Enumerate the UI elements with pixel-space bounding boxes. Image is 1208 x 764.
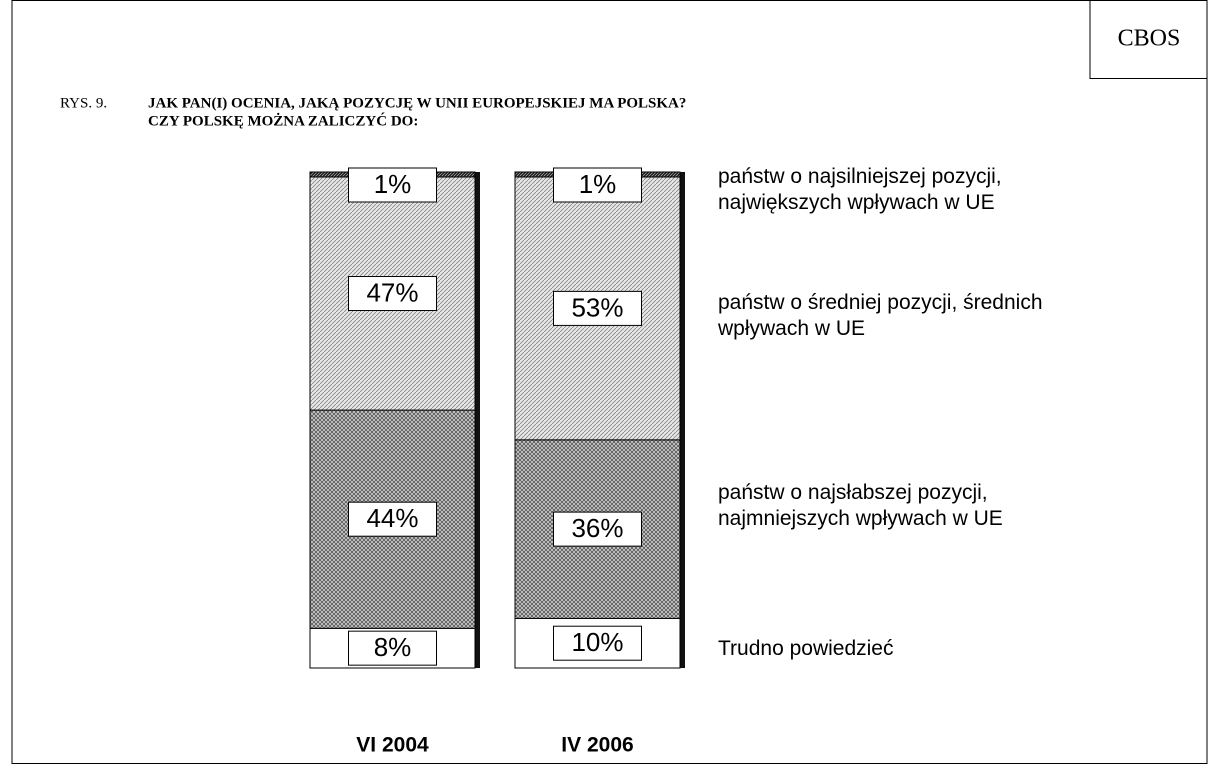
value-label: 1% — [374, 169, 412, 199]
value-label: 10% — [571, 627, 623, 657]
chart-subtitle: CZY POLSKĘ MOŻNA ZALICZYĆ DO: — [148, 112, 418, 129]
value-label: 44% — [366, 503, 418, 533]
source-box — [1089, 0, 1208, 79]
value-label-box — [348, 167, 437, 203]
figure-label: RYS. 9. — [60, 95, 107, 111]
chart-title: JAK PAN(I) OCENIA, JAKĄ POZYCJĘ W UNII E… — [148, 95, 686, 111]
legend-entry: państw o najsłabszej pozycji, najmniejsz… — [718, 481, 1003, 530]
x-tick-label: IV 2006 — [561, 734, 633, 757]
value-label: 47% — [366, 277, 418, 307]
x-tick-label: VI 2004 — [356, 734, 429, 757]
value-label-box — [553, 511, 642, 547]
value-label: 1% — [579, 169, 617, 199]
value-label-box — [348, 501, 437, 537]
value-label-box — [553, 625, 642, 661]
value-label-box — [348, 276, 437, 312]
value-label: 53% — [571, 292, 623, 322]
bar-shadow — [680, 172, 685, 668]
bar-shadow — [475, 172, 480, 668]
legend-entry: Trudno powiedzieć — [718, 637, 894, 660]
value-label: 36% — [571, 513, 623, 543]
legend-entry: państw o średniej pozycji, średnich wpły… — [718, 291, 1043, 340]
source: CBOS — [1118, 26, 1181, 52]
legend-entry: państw o najsilniejszej pozycji, najwięk… — [718, 165, 1002, 214]
value-label: 8% — [374, 632, 412, 662]
value-label-box — [553, 290, 642, 326]
value-label-box — [553, 167, 642, 203]
value-label-box — [348, 630, 437, 666]
